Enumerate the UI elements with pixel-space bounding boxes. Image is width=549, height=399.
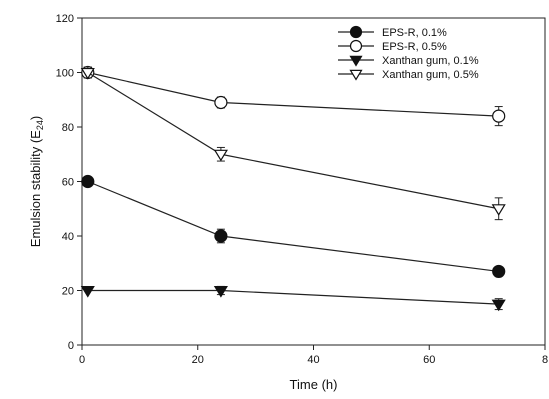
legend-item: EPS-R, 0.1% [338,25,447,39]
data-point [491,204,506,216]
legend-item: EPS-R, 0.5% [338,39,447,53]
y-tick-label: 0 [68,340,74,352]
legend-marker [349,69,363,81]
series-4 [80,66,506,221]
x-tick-label: 8 [542,354,548,366]
legend-label: Xanthan gum, 0.1% [382,55,479,67]
data-point [491,299,506,312]
legend-item: Xanthan gum, 0.5% [338,69,479,81]
y-tick-label: 40 [62,231,74,243]
y-tick-label: 60 [62,177,74,189]
legend-marker [349,39,363,53]
series-1 [81,174,506,279]
data-point [492,264,506,279]
y-axis-label: Emulsion stability (E24) [28,116,45,247]
data-point [214,229,228,243]
series-line [87,71,499,210]
legend-label: Xanthan gum, 0.5% [382,69,479,81]
data-point [214,95,228,110]
series-line [87,289,499,305]
x-tick-label: 0 [79,354,85,366]
data-point [492,109,506,123]
y-axis-label-close: ) [28,116,43,120]
x-tick-label: 20 [192,354,204,366]
y-tick-label: 20 [62,286,74,298]
legend-label: EPS-R, 0.1% [382,27,447,39]
data-point [81,174,95,189]
y-axis-label-subscript: 24 [35,120,45,130]
legend-label: EPS-R, 0.5% [382,41,447,53]
y-axis: 0 20 40 60 80 100 120 [56,13,82,352]
legend: EPS-R, 0.1% EPS-R, 0.5% Xanthan gum, 0.1% X… [338,25,479,81]
y-tick-label: 120 [56,13,74,25]
x-axis-label: Time (h) [290,377,338,392]
data-point [213,149,228,162]
series-3 [80,285,506,312]
data-point [80,67,95,80]
series-layer [80,65,506,312]
x-axis: 0 20 40 60 8 [79,345,548,366]
plot-frame [81,17,546,346]
y-tick-label: 100 [56,68,74,80]
y-tick-label: 80 [62,122,74,134]
legend-marker [349,25,363,39]
y-axis-label-main: Emulsion stability (E [28,130,43,247]
data-point [80,285,95,298]
series-line [87,180,499,273]
x-tick-label: 40 [307,354,319,366]
legend-marker [349,55,363,67]
data-point [213,285,228,298]
x-tick-label: 60 [423,354,435,366]
legend-item: Xanthan gum, 0.1% [338,55,479,67]
